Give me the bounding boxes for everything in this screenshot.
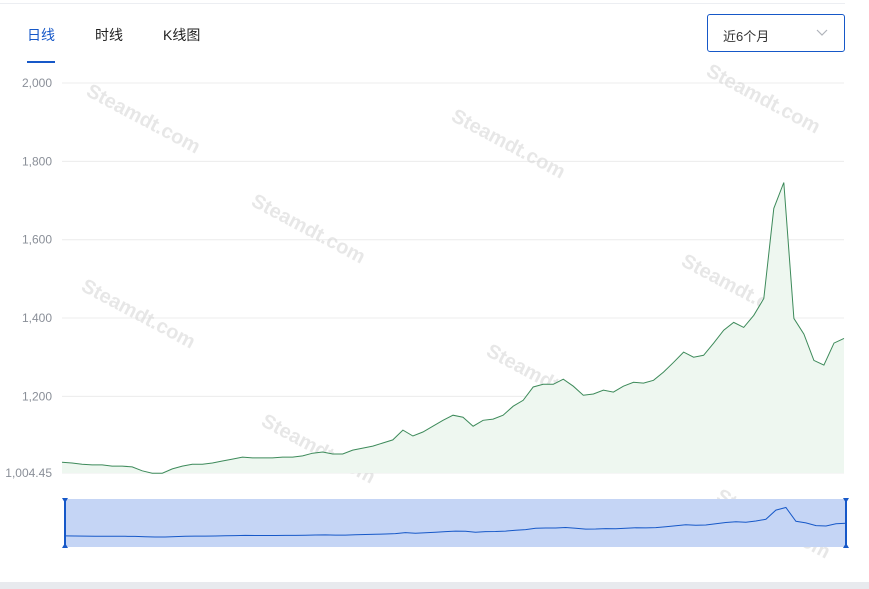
watermark: Steamdt.com: [703, 60, 824, 138]
y-tick-label: 2,000: [22, 76, 52, 90]
tab-kline[interactable]: K线图: [163, 27, 201, 43]
watermark: Steamdt.com: [448, 105, 569, 183]
y-tick-label: 1,800: [22, 154, 52, 168]
watermark: Steamdt.com: [248, 190, 369, 268]
y-tick-label: 1,004.45: [5, 466, 52, 480]
y-tick-label: 1,400: [22, 311, 52, 325]
bottom-bar: [0, 582, 869, 589]
navigator-selection[interactable]: [65, 499, 846, 547]
navigator-right-handle[interactable]: [843, 498, 849, 548]
price-area: [62, 182, 844, 474]
navigator-left-handle[interactable]: [62, 498, 68, 548]
y-tick-label: 1,600: [22, 233, 52, 247]
price-line: [61, 182, 845, 474]
watermark: Steamdt.com: [78, 275, 199, 353]
range-select[interactable]: 近6个月: [707, 14, 845, 52]
navigator-line: [64, 506, 847, 538]
y-tick-label: 1,200: [22, 389, 52, 403]
active-tab-indicator: [27, 61, 55, 63]
watermark: Steamdt.com: [83, 80, 204, 158]
chevron-down-icon: [816, 29, 828, 36]
top-divider: [0, 3, 845, 4]
range-select-value: 近6个月: [723, 29, 770, 44]
tab-hourly[interactable]: 时线: [95, 27, 123, 43]
tab-daily[interactable]: 日线: [27, 27, 55, 43]
